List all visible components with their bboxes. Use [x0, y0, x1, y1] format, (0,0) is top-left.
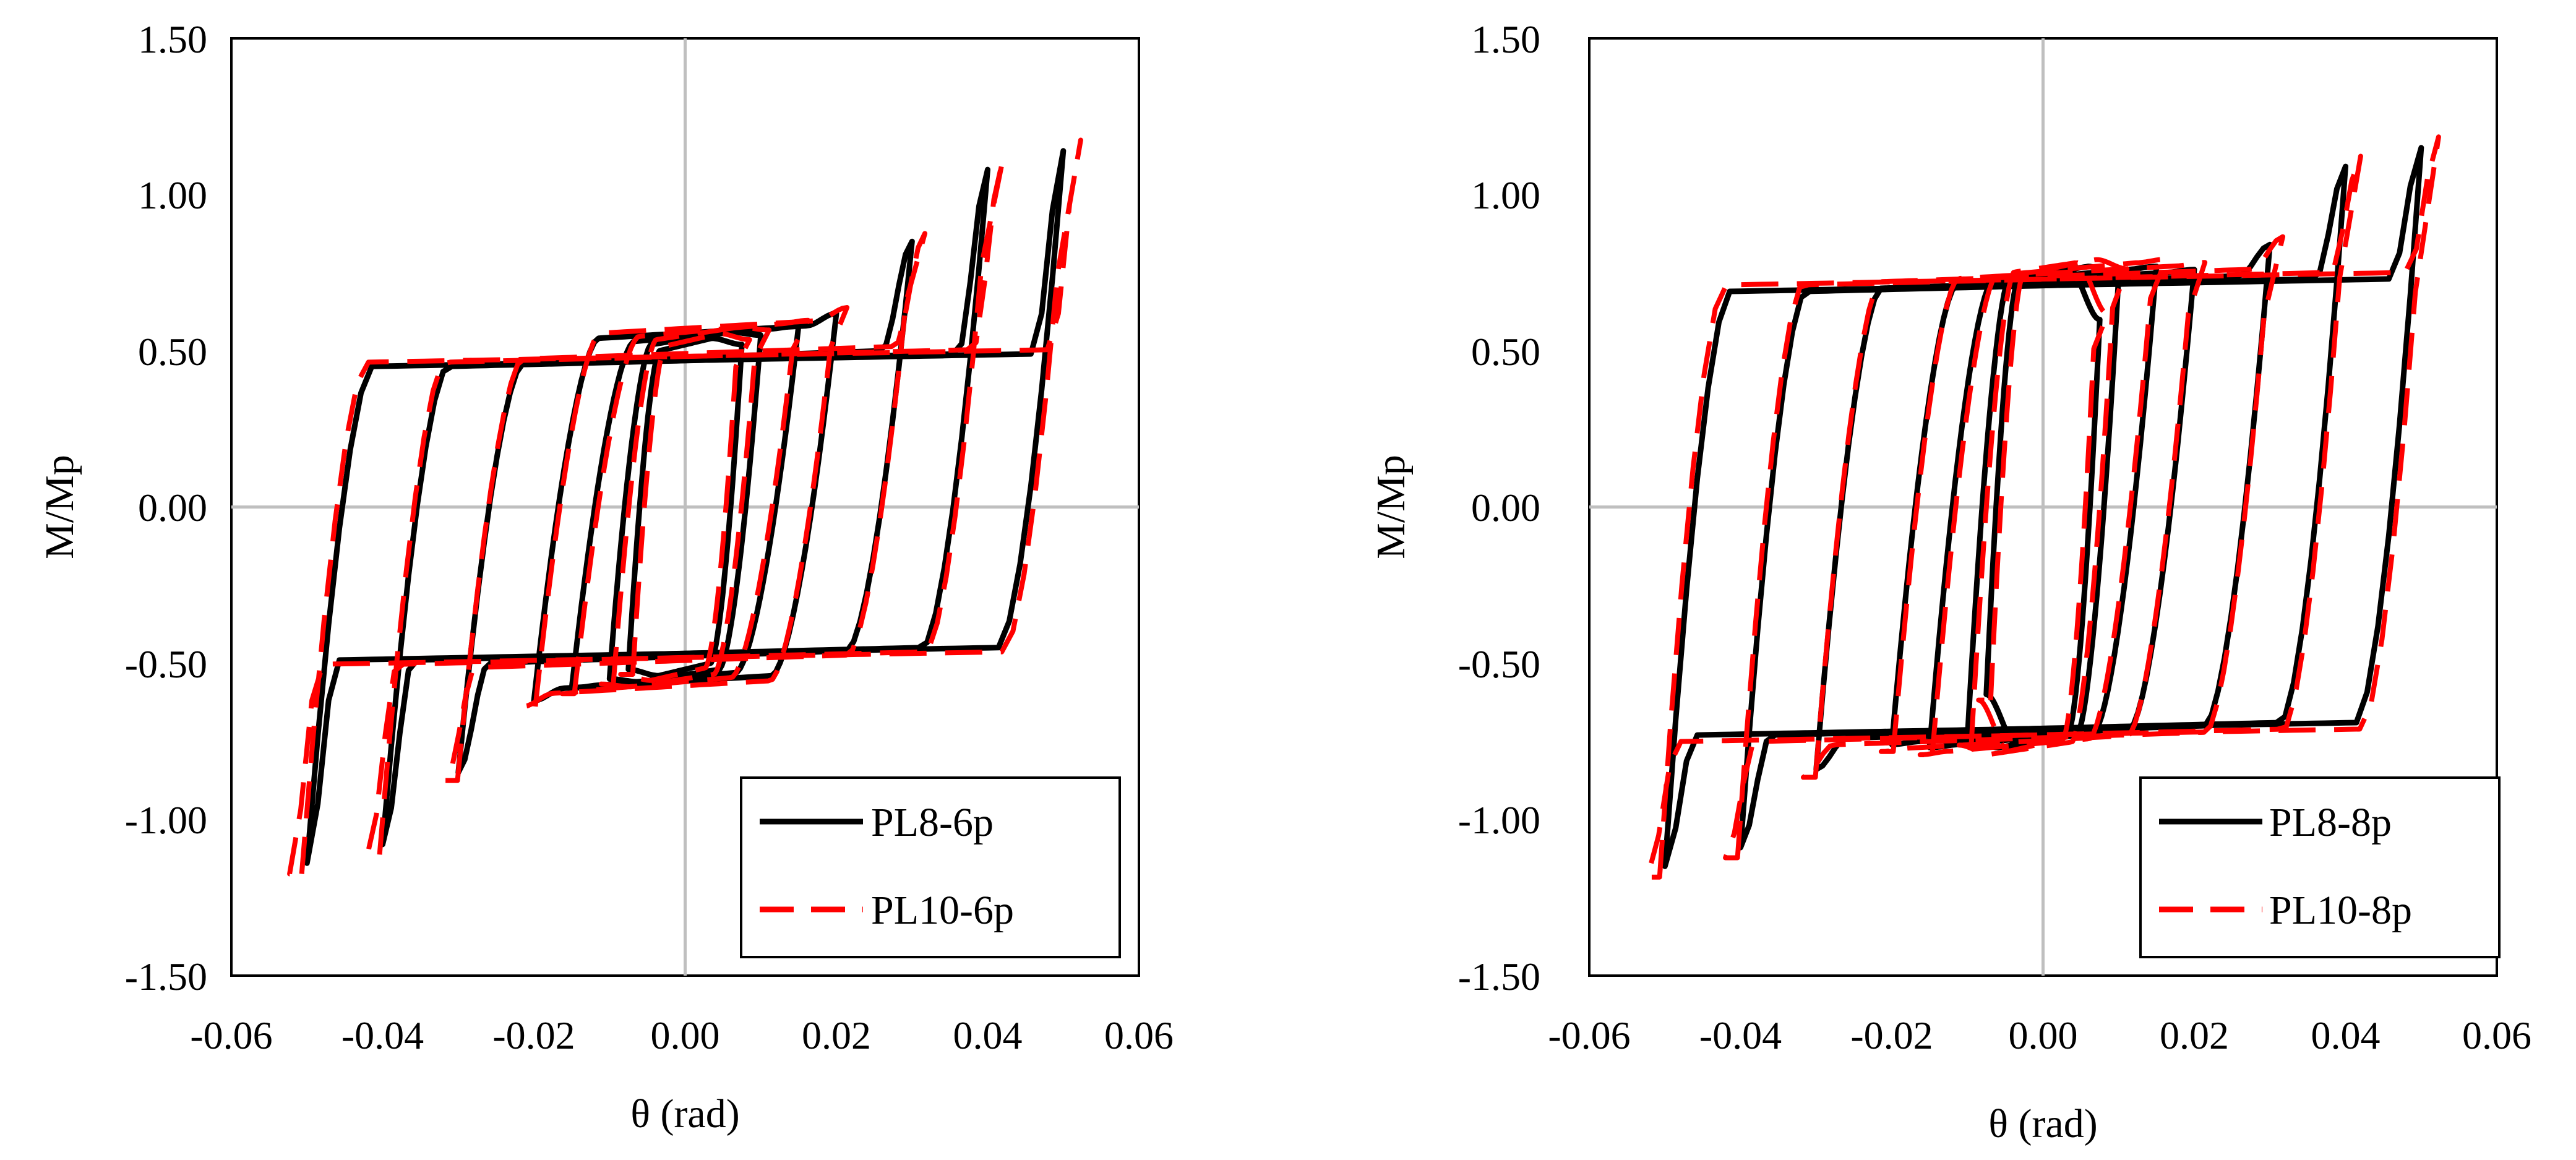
x-tick-label: 0.00 — [651, 1013, 720, 1057]
legend-label: PL8-6p — [871, 800, 994, 845]
x-tick-label: -0.02 — [1850, 1013, 1933, 1057]
y-tick-label: 1.00 — [1471, 173, 1540, 217]
series-PL10-6p — [287, 137, 1083, 877]
hysteresis-loop — [443, 231, 927, 783]
y-tick-label: -1.00 — [1458, 798, 1540, 842]
hysteresis-loop — [1645, 134, 2441, 880]
x-tick-label: 0.04 — [953, 1013, 1023, 1057]
y-tick-label: -0.50 — [125, 642, 207, 686]
y-tick-label: 0.50 — [138, 330, 207, 374]
chart-right: 1.50 1.00 0.50 0.00 -0.50 -1.00 -1.50 -0… — [1368, 17, 2531, 1146]
x-tick-label: 0.00 — [2009, 1013, 2078, 1057]
y-tick-label: -1.00 — [125, 798, 207, 842]
y-tick-label: 1.50 — [138, 17, 207, 61]
hysteresis-loop — [1723, 153, 2363, 861]
legend-label: PL10-8p — [2269, 888, 2412, 933]
hysteresis-loop — [287, 137, 1083, 877]
y-axis-label: M/Mp — [1368, 455, 1414, 559]
hysteresis-loop — [625, 335, 745, 679]
x-tick-label: -0.04 — [341, 1013, 424, 1057]
x-tick-label: 0.02 — [2160, 1013, 2229, 1057]
legend-box — [740, 776, 1121, 958]
x-axis-label: θ (rad) — [1988, 1101, 2097, 1146]
x-tick-label: 0.02 — [802, 1013, 871, 1057]
legend: PL8-8p PL10-8p — [2139, 776, 2501, 958]
hysteresis-loop — [304, 148, 1067, 866]
series-PL10-8p — [1645, 134, 2441, 880]
x-tick-label: -0.06 — [1548, 1013, 1630, 1057]
hysteresis-loop — [520, 305, 850, 709]
x-tick-label: -0.04 — [1699, 1013, 1782, 1057]
series-layer — [1645, 134, 2441, 880]
y-axis-label: M/Mp — [37, 455, 82, 559]
x-tick-label: 0.06 — [1104, 1013, 1174, 1057]
hysteresis-loop — [1662, 145, 2424, 869]
y-tick-label: 1.50 — [1471, 17, 1540, 61]
chart-left: 1.50 1.00 0.50 0.00 -0.50 -1.00 -1.50 -0… — [37, 17, 1174, 1136]
y-tick-label: 0.00 — [138, 486, 207, 530]
legend-label: PL8-8p — [2269, 800, 2392, 845]
legend-label: PL10-6p — [871, 888, 1014, 933]
x-tick-label: 0.06 — [2462, 1013, 2531, 1057]
y-tick-label: 1.00 — [138, 173, 207, 217]
x-axis-label: θ (rad) — [630, 1091, 739, 1136]
series-layer — [287, 137, 1083, 877]
hysteresis-loop — [598, 324, 772, 690]
hysteresis-loop — [1956, 257, 2130, 757]
hysteresis-loop — [618, 331, 752, 683]
x-tick-label: 0.04 — [2311, 1013, 2381, 1057]
y-tick-label: -1.50 — [1458, 955, 1540, 999]
x-tick-label: -0.02 — [492, 1013, 575, 1057]
legend: PL8-6p PL10-6p — [740, 776, 1121, 958]
legend-box — [2139, 776, 2501, 958]
x-tick-label: -0.06 — [190, 1013, 272, 1057]
y-tick-label: -0.50 — [1458, 642, 1540, 686]
y-tick-label: 0.50 — [1471, 330, 1540, 374]
y-tick-label: -1.50 — [125, 955, 207, 999]
y-tick-label: 0.00 — [1471, 486, 1540, 530]
